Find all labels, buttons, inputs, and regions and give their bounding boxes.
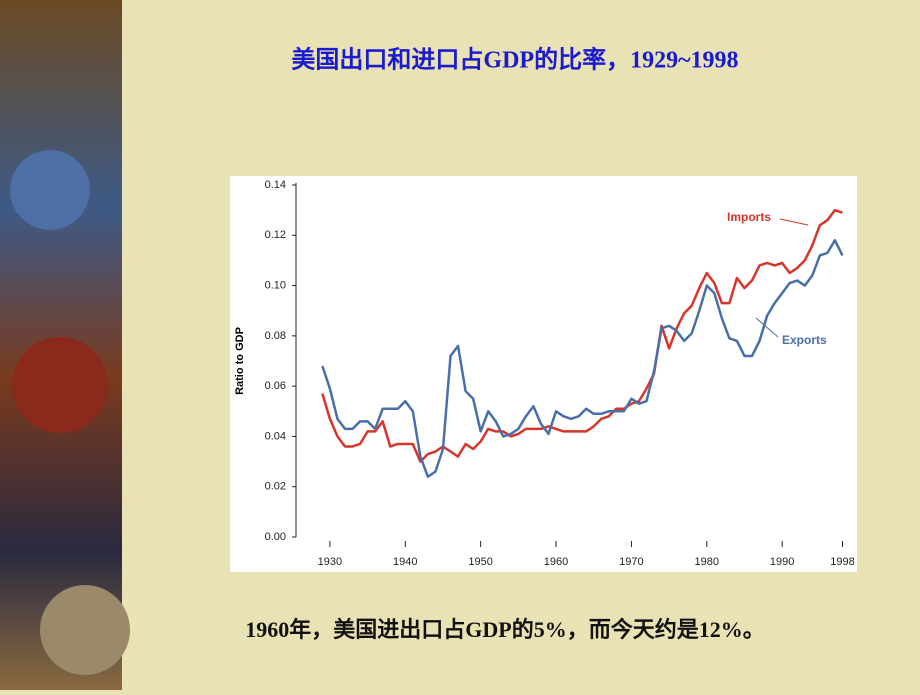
y-tick-label: 0.00 [265, 531, 286, 543]
slide-title: 美国出口和进口占GDP的比率，1929~1998 [291, 46, 738, 74]
x-tick-label: 1990 [770, 556, 794, 568]
x-tick-label: 1930 [318, 556, 342, 568]
series-label: Imports [727, 210, 771, 224]
series-line [321, 208, 843, 463]
x-tick-label: 1980 [695, 556, 719, 568]
decoration [12, 337, 108, 433]
decoration [10, 150, 90, 230]
x-tick-label: 1950 [468, 556, 492, 568]
chart-panel [230, 176, 857, 572]
y-axis-label: Ratio to GDP [234, 327, 246, 395]
y-tick-label: 0.02 [265, 481, 286, 493]
x-tick-label: 1940 [393, 556, 417, 568]
y-tick-label: 0.14 [265, 179, 286, 191]
decoration [40, 585, 130, 675]
y-tick-label: 0.08 [265, 330, 286, 342]
y-tick-label: 0.10 [265, 279, 286, 291]
x-tick-label: 1960 [544, 556, 568, 568]
caption: 1960年，美国进出口占GDP的5%，而今天约是12%。 [245, 617, 764, 642]
label-leader [755, 317, 779, 338]
series-label: Exports [782, 333, 827, 347]
x-tick-label: 1998 [830, 556, 854, 568]
label-leader [779, 218, 809, 226]
y-tick-label: 0.06 [265, 380, 286, 392]
y-tick-label: 0.04 [265, 430, 286, 442]
series-line [321, 239, 844, 478]
y-tick-label: 0.12 [265, 229, 286, 241]
x-tick-label: 1970 [619, 556, 643, 568]
